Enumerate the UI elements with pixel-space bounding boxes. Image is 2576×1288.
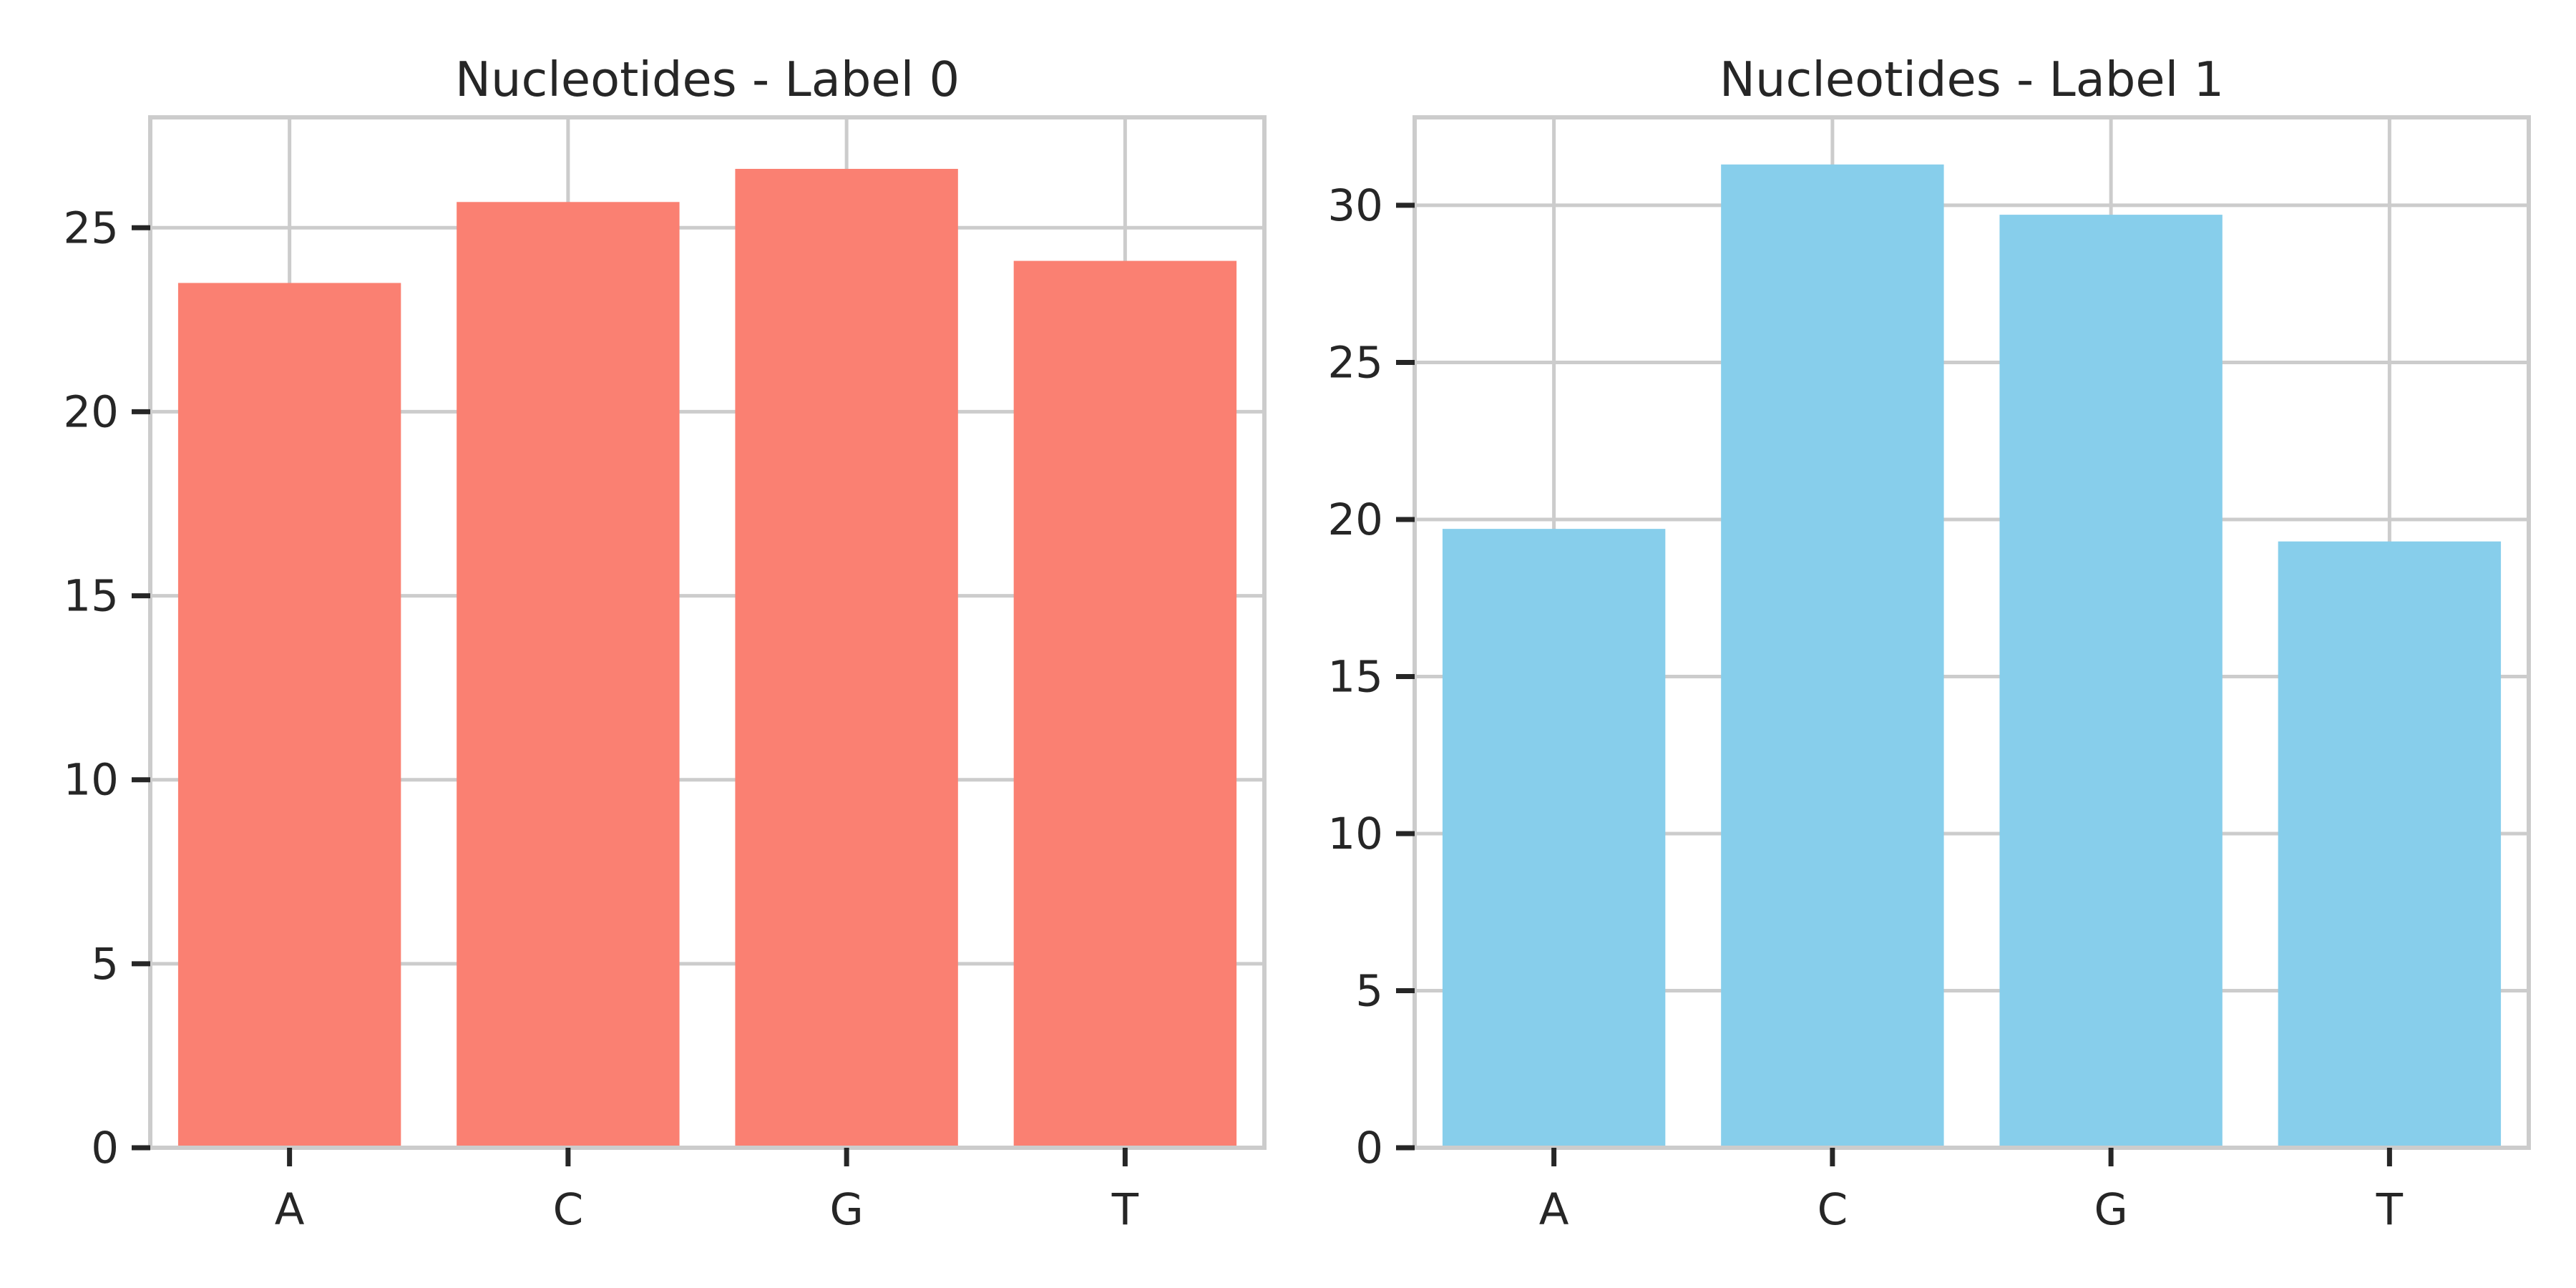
- y-tick-label: 10: [63, 755, 119, 806]
- bar-g: [735, 169, 958, 1148]
- bar-c: [1721, 164, 1944, 1148]
- x-tick-label: G: [829, 1184, 863, 1235]
- y-tick-label: 5: [91, 939, 119, 990]
- x-tick-label: A: [1539, 1184, 1569, 1235]
- y-tick-label: 25: [1327, 337, 1383, 388]
- x-tick-label: C: [553, 1184, 584, 1235]
- plot-frame: [148, 115, 1267, 1150]
- y-tick-label: 10: [1327, 809, 1383, 859]
- y-tick-label: 0: [1355, 1123, 1383, 1174]
- chart-label-1: Nucleotides - Label 1 0 5 10 15 20 25 30 A C G T: [1327, 52, 2531, 1235]
- chart-title: Nucleotides - Label 1: [1719, 52, 2224, 107]
- y-tick-label: 5: [1355, 965, 1383, 1016]
- bar-a: [177, 283, 401, 1148]
- x-tick-label: C: [1818, 1184, 1848, 1235]
- chart-label-0: Nucleotides - Label 0 0 5 10 15 20 25 A C G T: [63, 52, 1267, 1235]
- y-tick-label: 30: [1327, 180, 1383, 231]
- bar-t: [2278, 541, 2502, 1148]
- x-tick-label: G: [2094, 1184, 2127, 1235]
- y-tick-label: 20: [63, 386, 119, 437]
- plot-frame: [1413, 115, 2531, 1150]
- x-tick-label: A: [275, 1184, 305, 1235]
- y-tick-label: 15: [63, 571, 119, 622]
- y-tick-label: 0: [91, 1123, 119, 1174]
- chart-title: Nucleotides - Label 0: [455, 52, 960, 107]
- y-tick-label: 25: [63, 203, 119, 253]
- bar-g: [1999, 215, 2223, 1148]
- y-tick-label: 15: [1327, 651, 1383, 702]
- bar-t: [1013, 260, 1237, 1148]
- bar-c: [457, 202, 680, 1148]
- y-tick-label: 20: [1327, 494, 1383, 545]
- x-tick-label: T: [1111, 1184, 1139, 1235]
- bar-a: [1442, 529, 1666, 1148]
- x-tick-label: T: [2376, 1184, 2404, 1235]
